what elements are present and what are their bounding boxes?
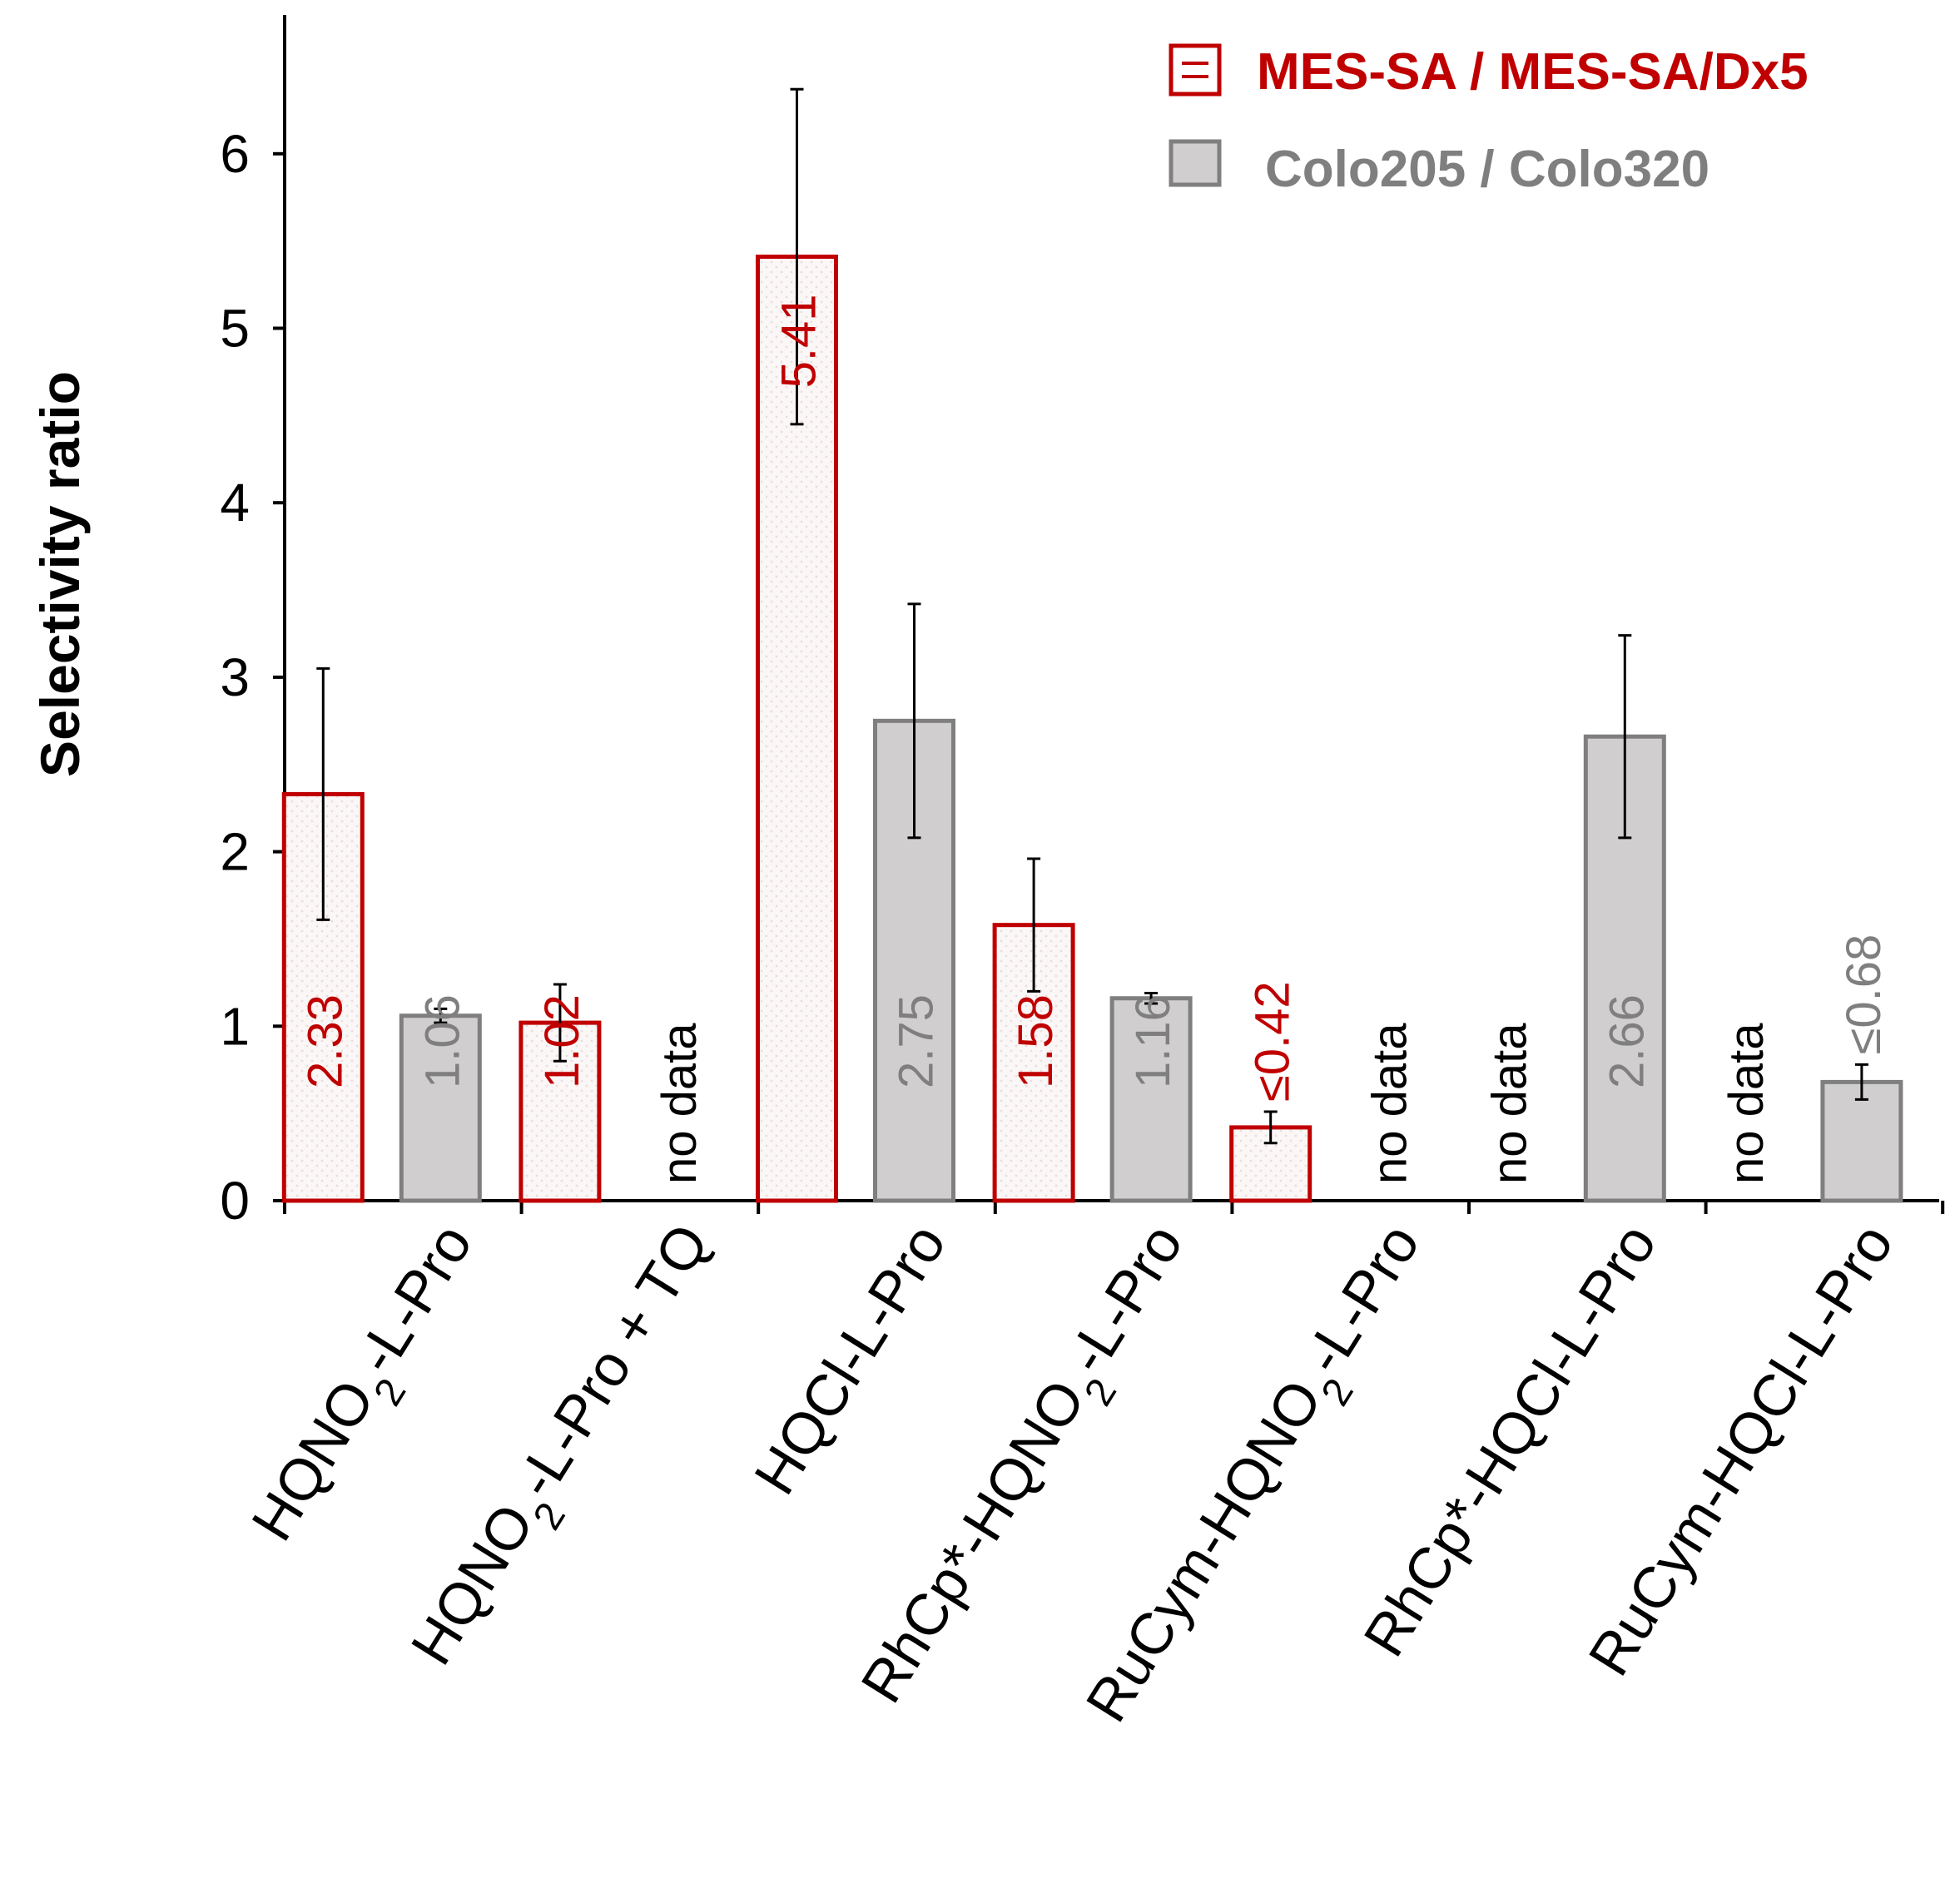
legend: MES-SA / MES-SA/Dx5 Colo205 / Colo320 xyxy=(1169,43,1809,198)
value-label: 2.75 xyxy=(890,994,944,1088)
no-data-label: no data xyxy=(1482,1023,1536,1184)
bar-colo xyxy=(1109,996,1193,1203)
category-label-part: -L-Pro xyxy=(1291,1213,1432,1385)
y-tick-label: 3 xyxy=(220,647,250,707)
value-label: 5.41 xyxy=(772,295,826,389)
value-label: 1.02 xyxy=(535,994,589,1088)
value-label: 2.33 xyxy=(298,994,352,1088)
bars xyxy=(281,255,1903,1203)
y-tick-label: 5 xyxy=(220,299,250,359)
gray-square-icon xyxy=(1169,139,1222,187)
category-label: HQCl-L-Pro xyxy=(742,1213,958,1505)
y-tick-label: 4 xyxy=(220,473,250,533)
legend-item-mes-sa: MES-SA / MES-SA/Dx5 xyxy=(1169,43,1809,101)
value-label: ≤0.68 xyxy=(1837,934,1891,1055)
category-label: HQNO2-L-Pro xyxy=(239,1213,500,1562)
no-data-label: no data xyxy=(653,1023,707,1184)
legend-item-colo: Colo205 / Colo320 xyxy=(1169,139,1709,198)
value-label: 1.16 xyxy=(1126,994,1180,1088)
no-data-label: no data xyxy=(1719,1023,1774,1184)
legend-label-mes-sa: MES-SA / MES-SA/Dx5 xyxy=(1257,43,1809,101)
category-label-part: HQNO xyxy=(399,1493,546,1675)
y-tick-label: 2 xyxy=(220,822,250,882)
y-tick-label: 0 xyxy=(220,1171,250,1231)
legend-label-colo: Colo205 / Colo320 xyxy=(1265,141,1709,198)
no-data-label: no data xyxy=(1363,1023,1417,1184)
y-axis-label: Selectivity ratio xyxy=(29,371,91,777)
category-label-part: RhCp*-HQNO xyxy=(849,1369,1098,1713)
category-label-part: HQCl-L-Pro xyxy=(742,1213,958,1505)
value-label: ≤0.42 xyxy=(1246,981,1300,1102)
bar-colo xyxy=(399,1013,482,1203)
value-label: 1.58 xyxy=(1009,994,1063,1088)
category-label-part: -L-Pro xyxy=(1054,1213,1195,1385)
category-label-part: RuCym-HQNO xyxy=(1074,1369,1334,1732)
category-label-part: -L-Pro + TQ xyxy=(503,1213,721,1509)
hatched-red-square-icon xyxy=(1169,43,1222,97)
y-tick-label: 1 xyxy=(220,996,250,1056)
value-labels: 2.33 1.02 5.41 1.58 ≤0.42 no data no data 1.06 n… xyxy=(298,295,1891,1184)
bar-colo xyxy=(1820,1079,1903,1203)
category-label-part: -L-Pro xyxy=(344,1213,484,1385)
value-label: 2.66 xyxy=(1600,994,1654,1088)
category-label-part: HQNO xyxy=(239,1369,386,1551)
value-label: 1.06 xyxy=(415,994,469,1088)
error-bars xyxy=(316,87,1868,1145)
y-tick-label: 6 xyxy=(220,124,250,184)
